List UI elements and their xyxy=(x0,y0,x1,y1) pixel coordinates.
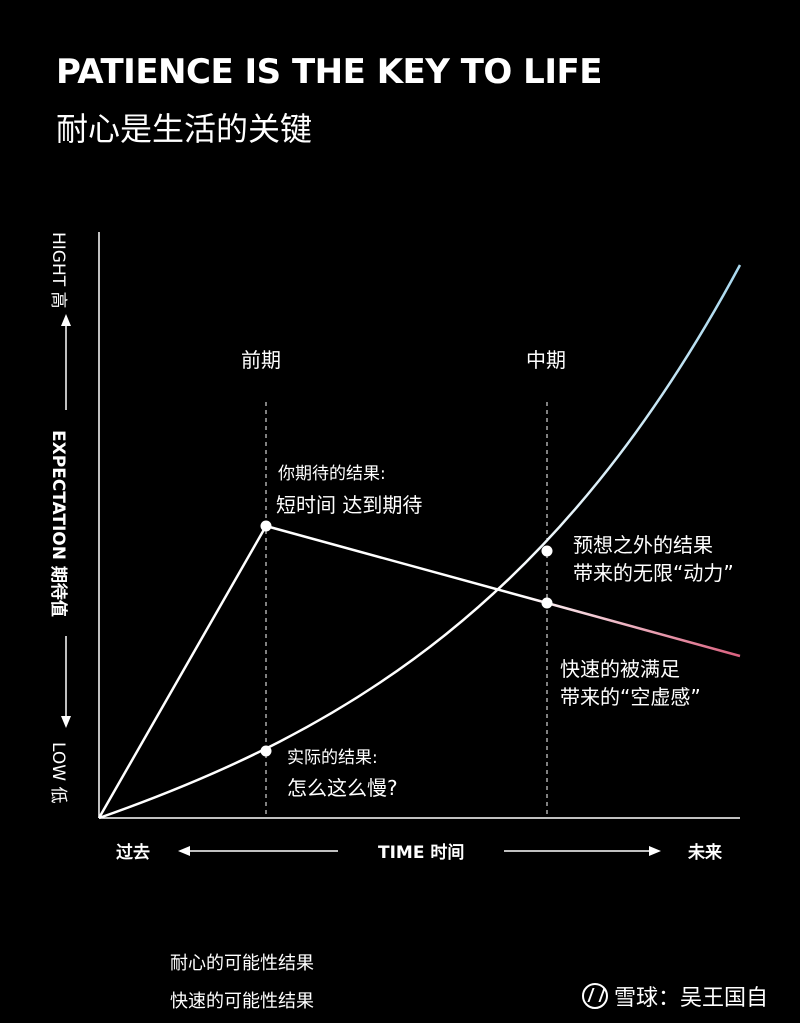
svg-text:HIGHT 高: HIGHT 高 xyxy=(48,232,68,309)
annotation-actual-1: 实际的结果: xyxy=(287,748,378,768)
expected-result-point xyxy=(260,520,272,532)
x-label-time: TIME 时间 xyxy=(378,842,464,863)
phase-label-mid: 中期 xyxy=(526,348,566,372)
annotation-quick-1: 快速的被满足 xyxy=(560,657,680,681)
annotation-expected-1: 你期待的结果: xyxy=(278,464,386,484)
legend-label-patience: 耐心的可能性结果 xyxy=(170,953,314,974)
annotation-actual-2: 怎么这么慢? xyxy=(287,776,398,800)
watermark-text: 雪球：吴王国自 xyxy=(614,986,769,1011)
x-arrow-right-icon xyxy=(504,846,661,856)
snowball-logo-icon xyxy=(582,983,608,1009)
svg-text:EXPECTATION 期待值: EXPECTATION 期待值 xyxy=(48,430,69,617)
y-axis-label-low: LOW 低 xyxy=(48,742,68,803)
svg-text:LOW 低: LOW 低 xyxy=(48,742,68,803)
annotation-unexpected-1: 预想之外的结果 xyxy=(573,533,713,557)
quick-result-point xyxy=(541,597,553,609)
watermark: 雪球：吴王国自 xyxy=(582,980,768,1012)
y-axis-label-high: HIGHT 高 xyxy=(48,232,68,309)
y-arrow-up-icon xyxy=(61,314,71,410)
title: PATIENCE IS THE KEY TO LIFE xyxy=(56,52,602,92)
quick-result-line xyxy=(97,524,741,819)
y-arrow-down-icon xyxy=(61,636,71,728)
x-label-future: 未来 xyxy=(687,842,723,863)
annotation-quick-2: 带来的“空虚感” xyxy=(560,685,701,709)
annotation-expected-2: 短时间 达到期待 xyxy=(276,493,422,517)
x-label-past: 过去 xyxy=(116,842,150,863)
actual-result-point xyxy=(260,745,272,757)
legend-label-quick: 快速的可能性结果 xyxy=(170,991,314,1012)
unexpected-result-point xyxy=(541,545,553,557)
patience-result-curve xyxy=(98,264,742,820)
phase-label-early: 前期 xyxy=(241,348,281,372)
x-arrow-left-icon xyxy=(178,846,338,856)
subtitle: 耐心是生活的关键 xyxy=(56,110,313,148)
annotation-unexpected-2: 带来的无限“动力” xyxy=(573,561,734,585)
y-axis-label-expectation: EXPECTATION 期待值 xyxy=(48,430,69,617)
